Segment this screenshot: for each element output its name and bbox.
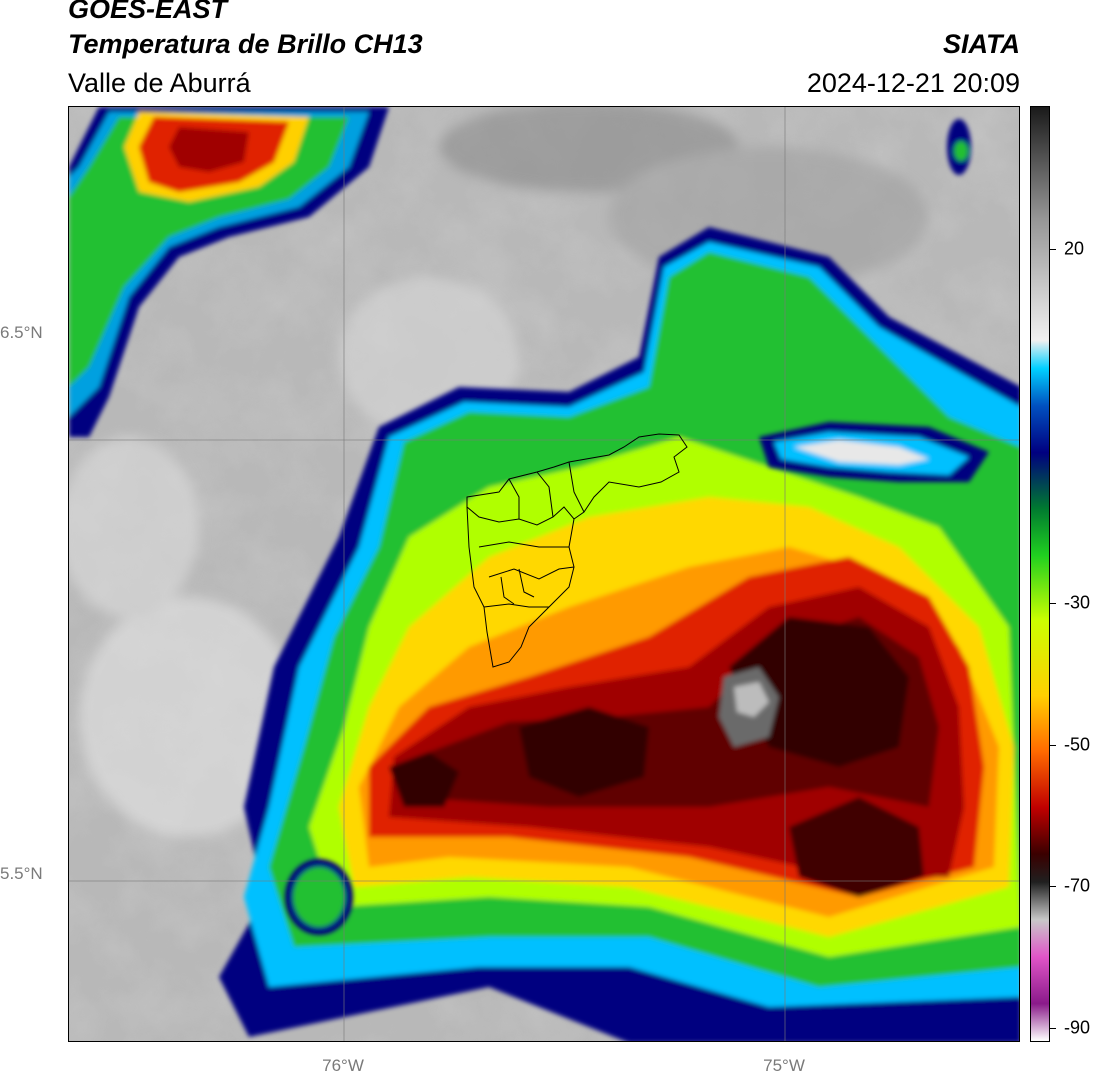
lon-label-75W: 75°W (763, 1056, 805, 1075)
municipality-boundary (466, 433, 688, 526)
municipality-boundary (536, 471, 554, 518)
graticule (69, 107, 1019, 1041)
municipality-boundary (483, 603, 549, 608)
colorbar-label-minus70: -70 (1064, 875, 1091, 896)
brightness-temperature-map (68, 106, 1020, 1042)
temperature-colorbar (1030, 106, 1050, 1042)
municipality-boundary (488, 566, 575, 580)
region-subtitle: Valle de Aburrá (68, 68, 251, 98)
lon-label-76W: 76°W (322, 1056, 364, 1075)
aburra-valley-boundaries (466, 433, 688, 668)
colorbar-label-20: 20 (1064, 238, 1085, 259)
light-cloud-patches (69, 107, 929, 837)
colorbar-label-minus30: -30 (1064, 592, 1091, 613)
lat-label-6.5N: 6.5°N (0, 323, 43, 342)
municipality-boundary (466, 506, 575, 668)
product-title: Temperatura de Brillo CH13 (68, 29, 423, 59)
storm-southwest-cell (285, 859, 353, 935)
municipality-boundary (518, 568, 535, 598)
clear-hole (759, 422, 989, 482)
colorbar-tick (1050, 603, 1056, 604)
satellite-image (69, 107, 1019, 1041)
lat-label-5.5N: 5.5°N (0, 864, 43, 883)
municipality-boundary (568, 461, 585, 513)
colorbar-tick (1050, 886, 1056, 887)
colorbar-tick (1050, 745, 1056, 746)
colorbar-tick (1050, 249, 1056, 250)
colorbar-tick (1050, 1028, 1056, 1029)
colorbar-label-minus90: -90 (1064, 1017, 1091, 1038)
colorbar-label-minus50: -50 (1064, 734, 1091, 755)
timestamp-label: 2024-12-21 20:09 (806, 68, 1020, 98)
organization-label: SIATA (943, 29, 1020, 59)
municipality-boundary (500, 576, 515, 605)
municipality-boundary (508, 478, 520, 519)
satellite-title: GOES-EAST (68, 0, 228, 24)
storm-northwest (69, 107, 389, 437)
storm-main-system (219, 227, 1019, 1041)
storm-northeast-small (947, 119, 971, 175)
municipality-boundary (478, 541, 569, 548)
